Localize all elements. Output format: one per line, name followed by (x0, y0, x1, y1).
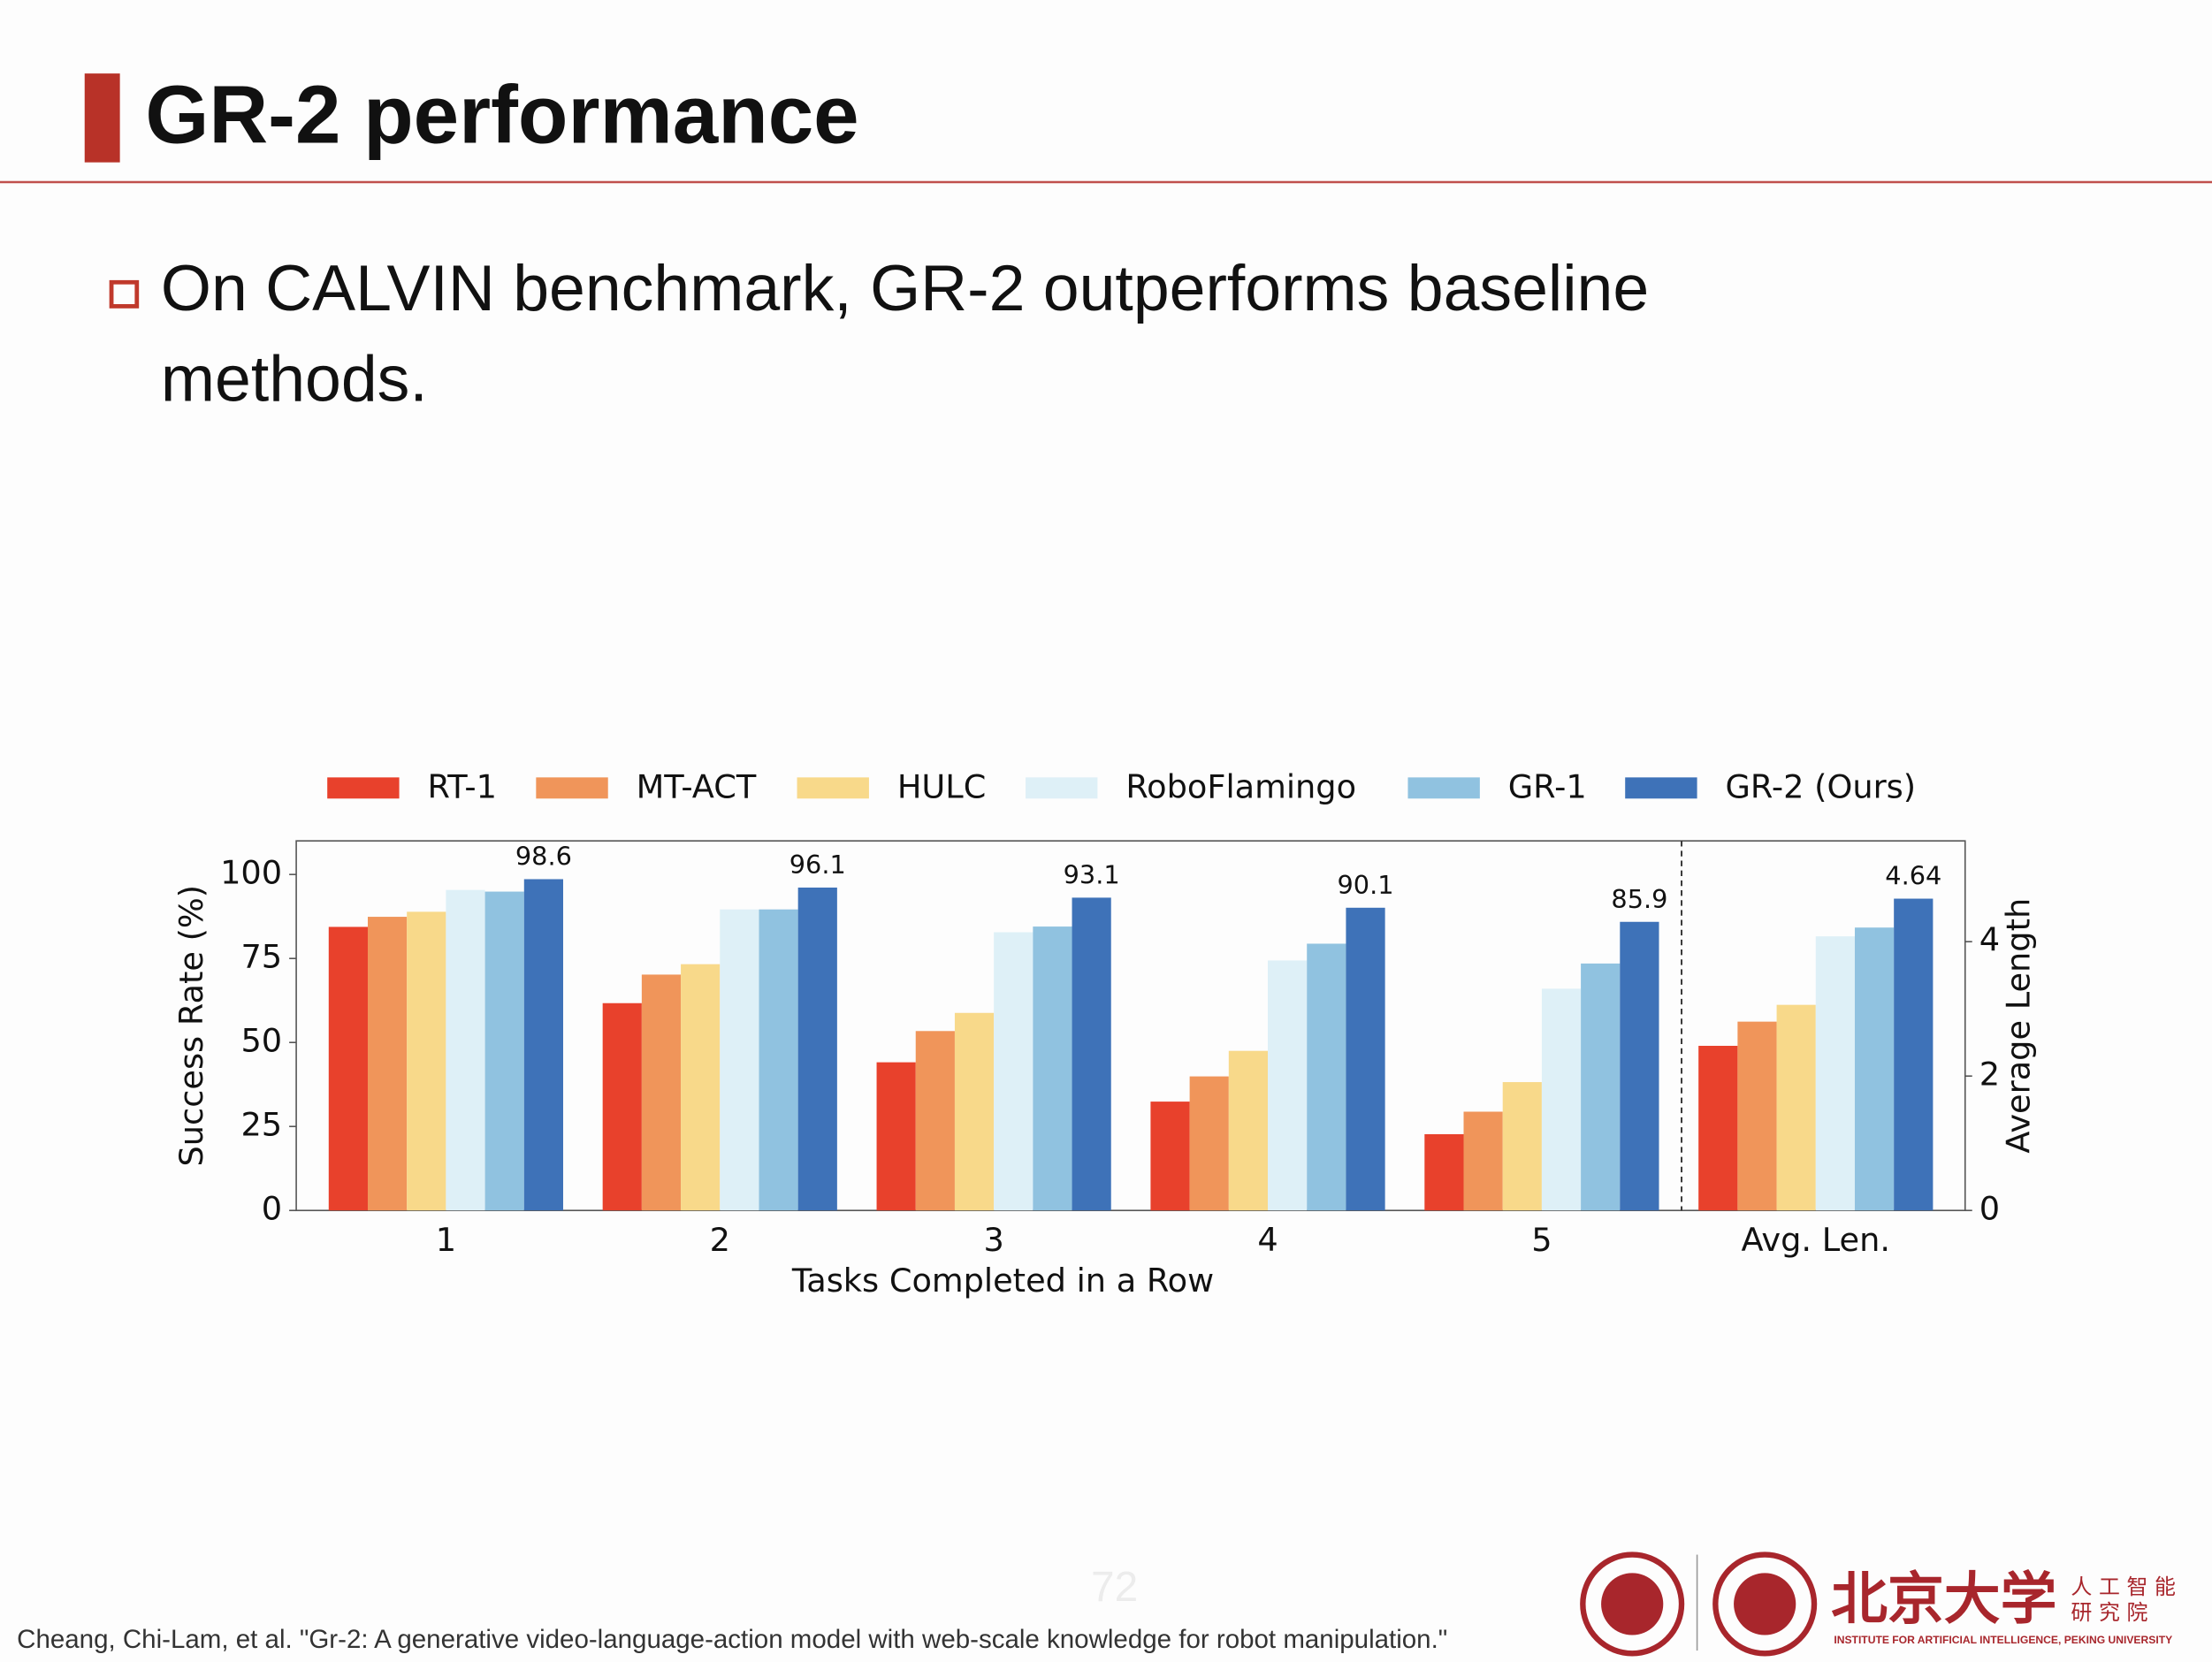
bar (1307, 943, 1346, 1211)
x-tick-label: 1 (436, 1221, 456, 1259)
bar (1698, 1046, 1738, 1211)
legend-label: MT-ACT (637, 768, 757, 806)
legend-swatch (327, 777, 400, 799)
legend-swatch (1625, 777, 1697, 799)
bar (1033, 926, 1072, 1211)
data-label: 90.1 (1338, 870, 1394, 900)
y-tick-label: 100 (220, 854, 282, 892)
data-label: 98.6 (515, 842, 572, 872)
y2-axis-label: Average Length (1999, 898, 2037, 1154)
logo-seal (1712, 1551, 1818, 1657)
y-tick-label: 50 (240, 1022, 282, 1060)
x-axis-label: Tasks Completed in a Row (791, 1262, 1214, 1300)
logo-seal (1601, 1573, 1664, 1635)
bar (1776, 1004, 1816, 1211)
bar (1894, 898, 1934, 1211)
y-axis-label: Success Rate (%) (172, 885, 210, 1167)
x-tick-label: Avg. Len. (1741, 1221, 1890, 1259)
bar (1424, 1133, 1464, 1211)
legend-swatch (536, 777, 608, 799)
logo-institute: 研 究 院 (2071, 1600, 2147, 1625)
legend-label: HULC (897, 768, 986, 806)
bar (1189, 1076, 1229, 1211)
bar (797, 887, 837, 1211)
bar (1502, 1082, 1542, 1211)
legend-swatch (797, 777, 869, 799)
bar (641, 974, 682, 1211)
bar (915, 1031, 955, 1211)
legend-label: GR-2 (Ours) (1725, 768, 1916, 806)
bar (954, 1012, 995, 1211)
bar (446, 889, 485, 1211)
logo-english: INSTITUTE FOR ARTIFICIAL INTELLIGENCE, P… (1834, 1634, 2172, 1646)
data-label: 96.1 (789, 850, 846, 880)
bar (681, 964, 721, 1211)
citation: Cheang, Chi-Lam, et al. "Gr-2: A generat… (17, 1625, 1447, 1654)
bar (1620, 921, 1659, 1211)
bar (1463, 1111, 1503, 1211)
bar (1815, 936, 1855, 1211)
y-tick-label: 75 (240, 938, 282, 976)
bar (484, 891, 524, 1211)
page-number: 72 (1091, 1564, 1138, 1611)
bar (1268, 960, 1308, 1211)
bar (759, 909, 798, 1211)
bar (1541, 988, 1582, 1211)
y2-tick-label: 0 (1979, 1190, 2000, 1228)
y-tick-label: 25 (240, 1106, 282, 1144)
bar (720, 909, 759, 1211)
logo-seal (1580, 1551, 1685, 1657)
title-accent (84, 73, 120, 163)
bar (367, 917, 408, 1211)
bar (1150, 1102, 1190, 1211)
data-label: 85.9 (1611, 884, 1667, 914)
legend-label: RoboFlamingo (1125, 768, 1356, 806)
bullet-marker (109, 279, 140, 309)
legend-swatch (1407, 777, 1480, 799)
bar (1854, 927, 1895, 1211)
x-tick-label: 4 (1257, 1221, 1278, 1259)
bar (1072, 897, 1111, 1211)
bar (328, 926, 368, 1211)
plot-frame (295, 840, 1966, 1212)
bar (523, 879, 563, 1211)
y2-tick-label: 2 (1979, 1056, 2000, 1094)
data-label: 93.1 (1064, 859, 1120, 889)
legend-swatch (1026, 777, 1098, 799)
logo: 北京大学 人 工 智 能 研 究 院 INSTITUTE FOR ARTIFIC… (1580, 1551, 2176, 1657)
x-tick-label: 5 (1531, 1221, 1552, 1259)
bar (1346, 907, 1385, 1211)
bar (994, 932, 1034, 1211)
bar (602, 1003, 642, 1211)
bar (407, 911, 446, 1211)
data-label: 4.64 (1885, 861, 1941, 891)
slide-title: GR-2 performance (145, 68, 858, 160)
x-tick-label: 2 (710, 1221, 730, 1259)
logo-seal (1734, 1573, 1796, 1635)
y-tick-label: 0 (262, 1190, 282, 1228)
y2-tick-label: 4 (1979, 921, 2000, 959)
logo-institute: 人 工 智 能 (2071, 1574, 2176, 1599)
x-tick-label: 3 (983, 1221, 1003, 1259)
bullet-text: On CALVIN benchmark, GR-2 outperforms ba… (161, 252, 1649, 324)
legend-label: GR-1 (1508, 768, 1587, 806)
bar (1581, 963, 1621, 1211)
bar (1737, 1021, 1777, 1211)
bullet-text: methods. (161, 342, 428, 415)
legend-label: RT-1 (427, 768, 496, 806)
bar (1228, 1050, 1269, 1211)
logo-name: 北京大学 (1831, 1567, 2056, 1632)
bar (876, 1062, 916, 1211)
